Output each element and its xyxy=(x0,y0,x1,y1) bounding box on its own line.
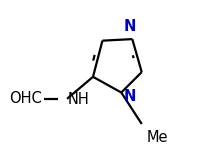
Text: N: N xyxy=(123,89,135,104)
Text: Me: Me xyxy=(146,130,167,145)
Text: NH: NH xyxy=(68,92,89,107)
Text: N: N xyxy=(123,19,136,34)
Text: OHC: OHC xyxy=(9,91,42,106)
